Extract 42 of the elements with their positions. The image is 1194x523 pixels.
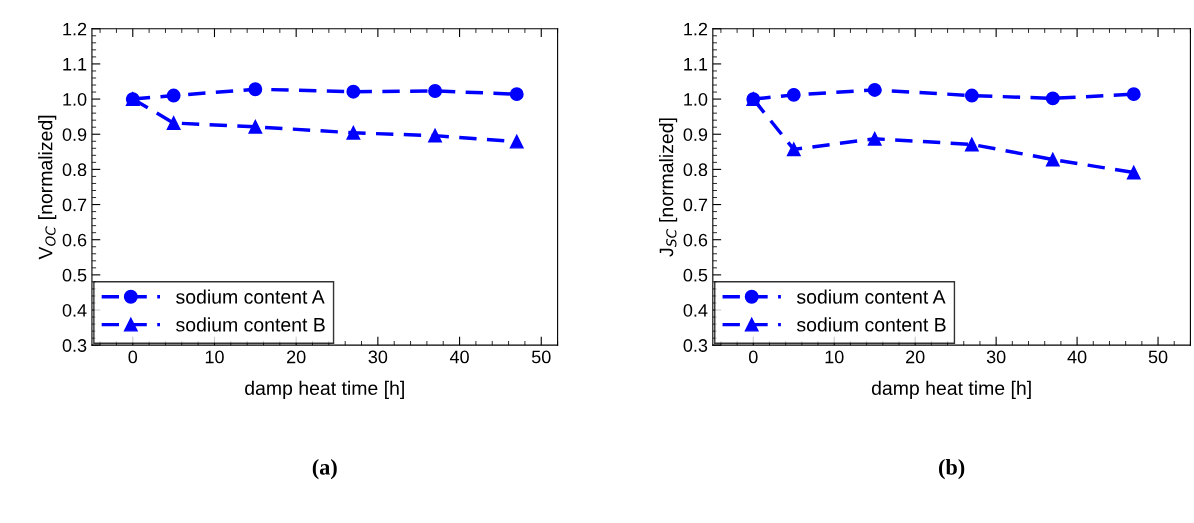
y-tick-label: 1.1 xyxy=(684,58,708,71)
legend-label: sodium content B xyxy=(176,317,325,332)
y-tick-label: 1.1 xyxy=(63,58,87,71)
legend-label: sodium content B xyxy=(796,317,946,332)
x-tick-label: 30 xyxy=(986,350,1006,364)
x-axis-title: damp heat time [h] xyxy=(871,380,1031,399)
x-tick-label: 40 xyxy=(1067,350,1087,364)
y-tick-label: 0.5 xyxy=(683,268,708,282)
x-tick-label: 10 xyxy=(205,350,224,364)
y-tick-label: 0.9 xyxy=(62,128,87,141)
y-tick-label: 0.7 xyxy=(683,198,708,212)
x-tick-label: 20 xyxy=(906,350,925,364)
x-tick-label: 50 xyxy=(531,350,551,364)
y-tick-label: 0.8 xyxy=(62,163,87,177)
y-tick-label: 0.8 xyxy=(683,163,708,177)
y-tick-label: 0.9 xyxy=(683,128,708,141)
x-tick-label: 30 xyxy=(368,350,388,364)
x-tick-label: 50 xyxy=(1148,350,1168,364)
legend-label: sodium content A xyxy=(176,289,325,304)
text: (b) xyxy=(939,459,965,480)
x-tick-label: 20 xyxy=(287,350,306,364)
x-tick-label: 0 xyxy=(748,350,758,364)
y-tick-label: 0.6 xyxy=(683,233,708,247)
y-tick-label: 0.7 xyxy=(62,198,87,212)
y-tick-label: 0.3 xyxy=(683,339,708,352)
y-tick-label: 0.4 xyxy=(683,303,708,317)
y-tick-label: 0.3 xyxy=(62,339,87,352)
y-tick-label: 1.0 xyxy=(684,93,708,106)
y-tick-label: 0.6 xyxy=(62,233,87,247)
legend-label: sodium content A xyxy=(796,289,946,304)
x-tick-label: 10 xyxy=(825,350,844,364)
x-tick-label: 40 xyxy=(449,350,469,364)
y-tick-label: 1.0 xyxy=(63,93,87,106)
y-tick-label: 0.5 xyxy=(62,268,87,282)
text: (a) xyxy=(312,459,337,480)
y-tick-label: 1.2 xyxy=(63,22,87,36)
y-axis-title: V$_{OC}$ [normalized] xyxy=(38,115,57,260)
y-tick-label: 1.2 xyxy=(684,22,708,36)
x-tick-label: 0 xyxy=(128,350,138,364)
y-tick-label: 0.4 xyxy=(62,303,87,317)
y-axis-title: J$_{SC}$ [normalized] xyxy=(659,118,678,257)
x-axis-title: damp heat time [h] xyxy=(245,380,404,399)
